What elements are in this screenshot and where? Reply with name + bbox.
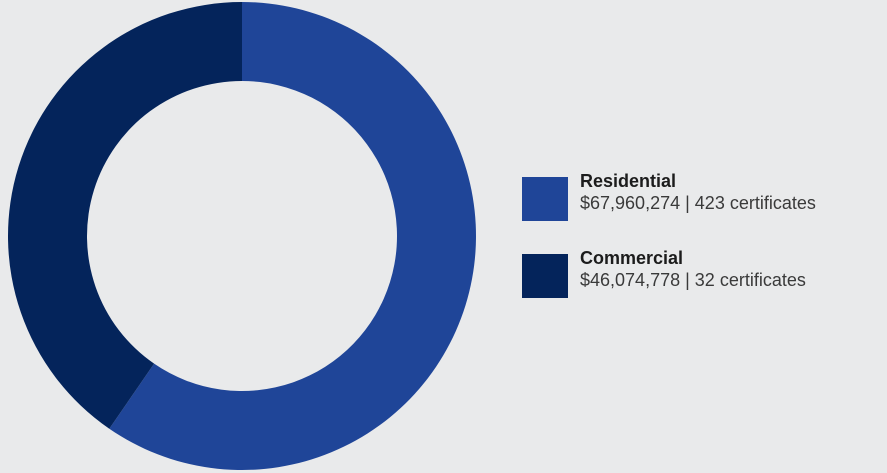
legend-label-commercial: Commercial bbox=[580, 248, 684, 268]
slice-commercial bbox=[7, 2, 242, 429]
legend-value-residential: $67,960,274 bbox=[580, 193, 681, 213]
legend-detail-commercial: $46,074,778 | 32 certificates bbox=[580, 270, 806, 290]
slice-residential bbox=[109, 2, 476, 470]
legend-count-commercial: 32 certificates bbox=[694, 270, 806, 290]
legend-detail-residential: $67,960,274 | 423 certificates bbox=[580, 193, 816, 213]
legend-label-residential: Residential bbox=[580, 171, 677, 191]
legend-swatch-commercial bbox=[522, 254, 568, 298]
legend-text: Commercial $46,074,778 | 32 certificates bbox=[580, 247, 806, 291]
legend-swatch-residential bbox=[522, 177, 568, 221]
legend-value-commercial: $46,074,778 bbox=[580, 270, 686, 290]
legend-count-residential: 423 certificates bbox=[694, 193, 816, 213]
legend-text: Residential $67,960,274 | 423 certificat… bbox=[580, 170, 816, 214]
